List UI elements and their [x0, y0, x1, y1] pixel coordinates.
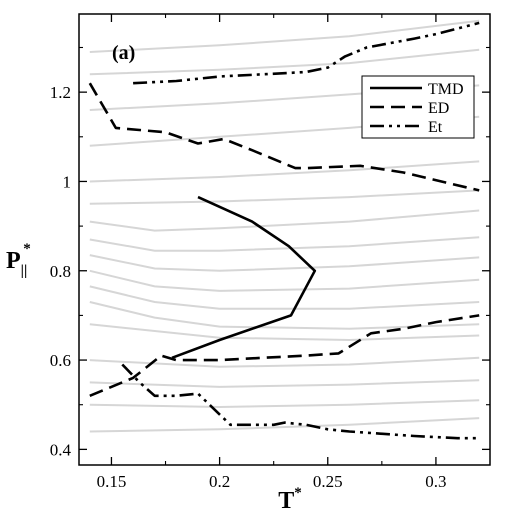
isochore-line: [89, 269, 480, 292]
series-ed-line: [88, 82, 480, 192]
legend: TMD ED Et: [361, 75, 475, 139]
isochore-line: [89, 236, 480, 252]
y-axis-title: P|| *: [6, 241, 31, 279]
y-axis-title-superscript: *: [23, 241, 31, 257]
series-et-line: [133, 21, 480, 85]
x-axis-title-superscript: *: [294, 485, 302, 501]
y-axis-title-subscript: ||: [21, 263, 28, 279]
y-tick-label: 0.6: [50, 351, 71, 370]
isochore-line: [89, 301, 480, 330]
axis-ticks: 0.15 0.2 0.25 0.3 0.4 0.6 0.8 1 1.2: [50, 14, 490, 491]
isochore-line: [89, 379, 480, 388]
y-tick-label: 1.2: [50, 83, 71, 102]
x-axis-title: T*: [278, 485, 302, 514]
isochore-line: [89, 189, 480, 205]
data-series: [88, 21, 480, 440]
isochore-lines: [89, 19, 480, 433]
y-axis-title-text: P: [6, 248, 21, 274]
legend-label-et: Et: [428, 119, 443, 136]
series-ed-line: [89, 314, 480, 398]
isochore-line: [89, 323, 480, 342]
isochore-line: [89, 285, 480, 310]
y-tick-label: 0.8: [50, 262, 71, 281]
x-tick-label: 0.2: [209, 472, 230, 491]
y-tick-label: 1: [63, 172, 72, 191]
x-tick-label: 0.15: [97, 472, 127, 491]
x-tick-label: 0.25: [313, 472, 343, 491]
panel-label: (a): [112, 42, 135, 64]
isochore-line: [89, 417, 480, 433]
isochore-line: [89, 209, 480, 232]
isochore-line: [89, 160, 480, 183]
isochore-line: [89, 48, 480, 76]
x-tick-label: 0.3: [425, 472, 446, 491]
plot-frame: [78, 13, 491, 466]
isochore-line: [89, 356, 480, 368]
isochore-line: [89, 254, 480, 272]
isochore-line: [89, 19, 480, 53]
isochore-line: [89, 399, 480, 409]
x-axis-title-text: T: [278, 488, 294, 514]
legend-label-ed: ED: [428, 100, 449, 117]
series-tmd-line: [171, 195, 317, 360]
legend-label-tmd: TMD: [428, 81, 464, 98]
series-et-line: [121, 363, 480, 440]
y-tick-label: 0.4: [50, 440, 72, 459]
